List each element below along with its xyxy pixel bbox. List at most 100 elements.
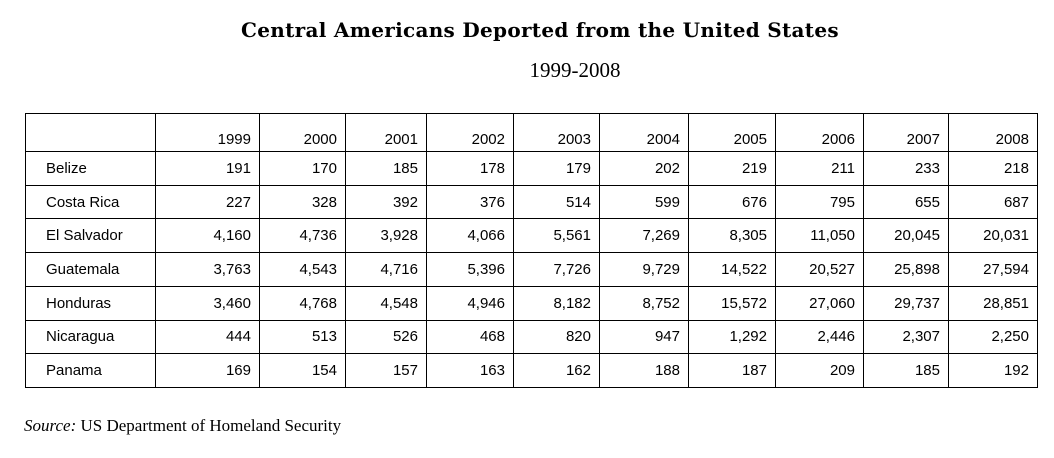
table-row: Belize 191 170 185 178 179 202 219 211 2… xyxy=(25,151,1038,186)
year-header: 2005 xyxy=(688,113,776,152)
year-header: 2006 xyxy=(775,113,864,152)
value-cell: 14,522 xyxy=(688,252,776,287)
value-cell: 179 xyxy=(513,151,600,186)
source-text: US Department of Homeland Security xyxy=(80,416,342,435)
value-cell: 4,768 xyxy=(259,285,346,321)
value-cell: 8,305 xyxy=(688,218,776,254)
value-cell: 8,752 xyxy=(599,285,689,321)
source-label: Source: xyxy=(24,416,77,435)
value-cell: 185 xyxy=(863,353,949,388)
value-cell: 7,269 xyxy=(599,218,689,254)
year-header: 2008 xyxy=(948,113,1038,152)
value-cell: 2,446 xyxy=(775,319,864,355)
year-header: 2002 xyxy=(426,113,514,152)
value-cell: 15,572 xyxy=(688,285,776,321)
value-cell: 170 xyxy=(259,151,346,186)
value-cell: 3,928 xyxy=(345,218,427,254)
value-cell: 4,543 xyxy=(259,252,346,287)
table-header-row: 1999 2000 2001 2002 2003 2004 2005 2006 … xyxy=(25,113,1038,152)
value-cell: 3,763 xyxy=(155,252,260,287)
value-cell: 29,737 xyxy=(863,285,949,321)
value-cell: 192 xyxy=(948,353,1038,388)
value-cell: 2,307 xyxy=(863,319,949,355)
year-header: 1999 xyxy=(155,113,260,152)
year-header: 2000 xyxy=(259,113,346,152)
value-cell: 209 xyxy=(775,353,864,388)
value-cell: 4,066 xyxy=(426,218,514,254)
table-row: Honduras 3,460 4,768 4,548 4,946 8,182 8… xyxy=(25,285,1038,321)
value-cell: 169 xyxy=(155,353,260,388)
table-corner-cell xyxy=(25,113,156,152)
value-cell: 444 xyxy=(155,319,260,355)
value-cell: 11,050 xyxy=(775,218,864,254)
country-cell: Nicaragua xyxy=(25,319,156,355)
value-cell: 227 xyxy=(155,184,260,220)
value-cell: 25,898 xyxy=(863,252,949,287)
table-row: Guatemala 3,763 4,543 4,716 5,396 7,726 … xyxy=(25,252,1038,287)
country-cell: Honduras xyxy=(25,285,156,321)
value-cell: 163 xyxy=(426,353,514,388)
value-cell: 20,527 xyxy=(775,252,864,287)
value-cell: 202 xyxy=(599,151,689,186)
value-cell: 4,736 xyxy=(259,218,346,254)
value-cell: 947 xyxy=(599,319,689,355)
year-header: 2007 xyxy=(863,113,949,152)
value-cell: 27,594 xyxy=(948,252,1038,287)
value-cell: 4,946 xyxy=(426,285,514,321)
value-cell: 8,182 xyxy=(513,285,600,321)
value-cell: 5,396 xyxy=(426,252,514,287)
value-cell: 2,250 xyxy=(948,319,1038,355)
value-cell: 5,561 xyxy=(513,218,600,254)
value-cell: 28,851 xyxy=(948,285,1038,321)
value-cell: 218 xyxy=(948,151,1038,186)
value-cell: 9,729 xyxy=(599,252,689,287)
value-cell: 233 xyxy=(863,151,949,186)
year-header: 2003 xyxy=(513,113,600,152)
value-cell: 468 xyxy=(426,319,514,355)
value-cell: 655 xyxy=(863,184,949,220)
source-note: Source: US Department of Homeland Securi… xyxy=(24,416,341,436)
value-cell: 187 xyxy=(688,353,776,388)
year-header: 2001 xyxy=(345,113,427,152)
value-cell: 211 xyxy=(775,151,864,186)
value-cell: 328 xyxy=(259,184,346,220)
value-cell: 191 xyxy=(155,151,260,186)
value-cell: 219 xyxy=(688,151,776,186)
value-cell: 392 xyxy=(345,184,427,220)
value-cell: 178 xyxy=(426,151,514,186)
country-cell: Belize xyxy=(25,151,156,186)
year-header: 2004 xyxy=(599,113,689,152)
value-cell: 676 xyxy=(688,184,776,220)
value-cell: 162 xyxy=(513,353,600,388)
value-cell: 3,460 xyxy=(155,285,260,321)
table-row: Nicaragua 444 513 526 468 820 947 1,292 … xyxy=(25,319,1038,355)
value-cell: 795 xyxy=(775,184,864,220)
value-cell: 20,031 xyxy=(948,218,1038,254)
deportations-table: 1999 2000 2001 2002 2003 2004 2005 2006 … xyxy=(25,113,1038,388)
country-cell: Panama xyxy=(25,353,156,388)
value-cell: 820 xyxy=(513,319,600,355)
value-cell: 4,160 xyxy=(155,218,260,254)
value-cell: 514 xyxy=(513,184,600,220)
value-cell: 599 xyxy=(599,184,689,220)
value-cell: 154 xyxy=(259,353,346,388)
country-cell: Guatemala xyxy=(25,252,156,287)
value-cell: 376 xyxy=(426,184,514,220)
value-cell: 157 xyxy=(345,353,427,388)
table-row: Panama 169 154 157 163 162 188 187 209 1… xyxy=(25,353,1038,388)
value-cell: 7,726 xyxy=(513,252,600,287)
value-cell: 513 xyxy=(259,319,346,355)
value-cell: 185 xyxy=(345,151,427,186)
country-cell: El Salvador xyxy=(25,218,156,254)
value-cell: 4,716 xyxy=(345,252,427,287)
value-cell: 526 xyxy=(345,319,427,355)
page-title: Central Americans Deported from the Unit… xyxy=(241,18,839,42)
country-cell: Costa Rica xyxy=(25,184,156,220)
value-cell: 27,060 xyxy=(775,285,864,321)
value-cell: 1,292 xyxy=(688,319,776,355)
page-subtitle: 1999-2008 xyxy=(529,58,621,82)
table-row: El Salvador 4,160 4,736 3,928 4,066 5,56… xyxy=(25,218,1038,254)
value-cell: 188 xyxy=(599,353,689,388)
value-cell: 687 xyxy=(948,184,1038,220)
value-cell: 4,548 xyxy=(345,285,427,321)
